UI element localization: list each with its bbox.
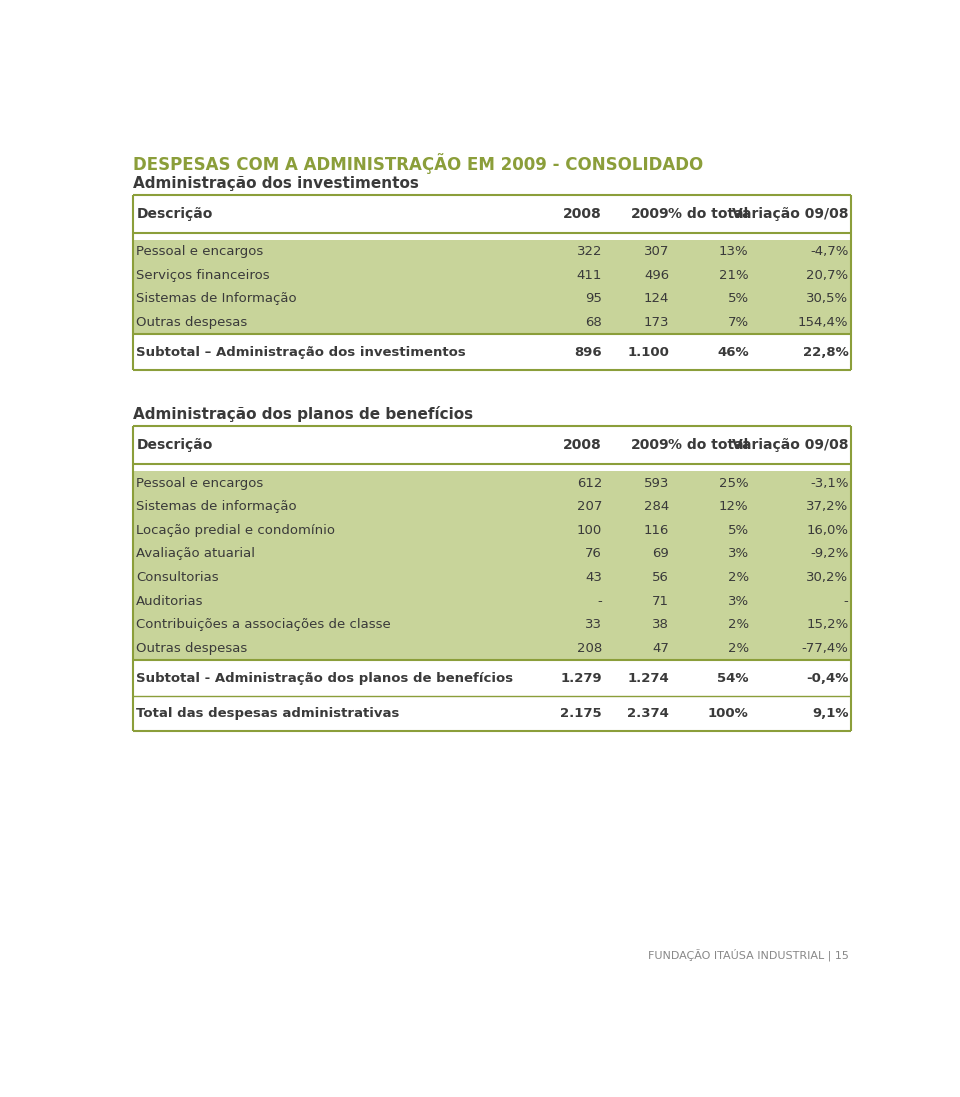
Text: 2009: 2009	[631, 207, 669, 220]
Text: 2.374: 2.374	[627, 708, 669, 720]
Bar	[133, 695, 851, 732]
Text: 33: 33	[585, 619, 602, 632]
Text: 56: 56	[652, 572, 669, 584]
Text: 896: 896	[574, 346, 602, 359]
Text: 2.175: 2.175	[561, 708, 602, 720]
Text: 208: 208	[577, 642, 602, 655]
Text: % do total: % do total	[668, 439, 749, 452]
Text: Avaliação atuarial: Avaliação atuarial	[136, 547, 255, 561]
Text: Administração dos planos de benefícios: Administração dos planos de benefícios	[133, 406, 473, 422]
Text: 1.279: 1.279	[561, 671, 602, 685]
Text: FUNDAÇÃO ITAÚSA INDUSTRIAL | 15: FUNDAÇÃO ITAÚSA INDUSTRIAL | 15	[647, 949, 849, 961]
Text: Pessoal e encargos: Pessoal e encargos	[136, 245, 264, 258]
Text: 20,7%: 20,7%	[806, 269, 849, 282]
Text: 1.274: 1.274	[627, 671, 669, 685]
Text: Administração dos investimentos: Administração dos investimentos	[133, 176, 420, 191]
Text: Variação 09/08: Variação 09/08	[732, 207, 849, 220]
Text: Contribuições a associações de classe: Contribuições a associações de classe	[136, 619, 391, 632]
Text: 13%: 13%	[719, 245, 749, 258]
Text: -0,4%: -0,4%	[806, 671, 849, 685]
Text: 207: 207	[577, 500, 602, 513]
Text: 2008: 2008	[564, 439, 602, 452]
Text: 95: 95	[586, 293, 602, 305]
Text: 154,4%: 154,4%	[798, 316, 849, 329]
Text: Pessoal e encargos: Pessoal e encargos	[136, 476, 264, 489]
Text: 322: 322	[577, 245, 602, 258]
Bar	[133, 660, 851, 695]
Text: Total das despesas administrativas: Total das despesas administrativas	[136, 708, 399, 720]
Text: 22,8%: 22,8%	[803, 346, 849, 359]
Text: 76: 76	[586, 547, 602, 561]
Text: Locação predial e condomínio: Locação predial e condomínio	[136, 524, 335, 536]
Text: 2%: 2%	[728, 572, 749, 584]
Text: Consultorias: Consultorias	[136, 572, 219, 584]
Text: 2008: 2008	[564, 207, 602, 220]
Text: 2%: 2%	[728, 642, 749, 655]
Text: 38: 38	[652, 619, 669, 632]
Text: 124: 124	[644, 293, 669, 305]
Text: Outras despesas: Outras despesas	[136, 316, 248, 329]
Text: 71: 71	[652, 595, 669, 608]
Text: 2009: 2009	[631, 439, 669, 452]
Text: 7%: 7%	[728, 316, 749, 329]
Text: Descrição: Descrição	[136, 207, 213, 220]
Text: 593: 593	[644, 476, 669, 489]
Text: Auditorias: Auditorias	[136, 595, 204, 608]
Text: 12%: 12%	[719, 500, 749, 513]
Text: 25%: 25%	[719, 476, 749, 489]
Bar	[133, 472, 851, 660]
Text: Subtotal – Administração dos investimentos: Subtotal – Administração dos investiment…	[136, 346, 467, 359]
Text: 173: 173	[643, 316, 669, 329]
Text: Sistemas de Informação: Sistemas de Informação	[136, 293, 297, 305]
Text: -77,4%: -77,4%	[802, 642, 849, 655]
Text: -9,2%: -9,2%	[810, 547, 849, 561]
Bar	[133, 240, 851, 335]
Text: % do total: % do total	[668, 207, 749, 220]
Text: -: -	[844, 595, 849, 608]
Text: 2%: 2%	[728, 619, 749, 632]
Text: 9,1%: 9,1%	[812, 708, 849, 720]
Text: 5%: 5%	[728, 524, 749, 536]
Text: 307: 307	[644, 245, 669, 258]
Text: 496: 496	[644, 269, 669, 282]
Text: 3%: 3%	[728, 595, 749, 608]
Text: 100%: 100%	[708, 708, 749, 720]
Text: Sistemas de informação: Sistemas de informação	[136, 500, 297, 513]
Text: Serviços financeiros: Serviços financeiros	[136, 269, 270, 282]
Bar	[133, 195, 851, 233]
Text: 21%: 21%	[719, 269, 749, 282]
Text: 411: 411	[577, 269, 602, 282]
Bar	[133, 233, 851, 240]
Text: 69: 69	[653, 547, 669, 561]
Text: 15,2%: 15,2%	[806, 619, 849, 632]
Text: 30,2%: 30,2%	[806, 572, 849, 584]
Text: 116: 116	[644, 524, 669, 536]
Text: Subtotal - Administração dos planos de benefícios: Subtotal - Administração dos planos de b…	[136, 671, 514, 685]
Text: -4,7%: -4,7%	[810, 245, 849, 258]
Text: 612: 612	[577, 476, 602, 489]
Text: 1.100: 1.100	[627, 346, 669, 359]
Text: DESPESAS COM A ADMINISTRAÇÃO EM 2009 - CONSOLIDADO: DESPESAS COM A ADMINISTRAÇÃO EM 2009 - C…	[133, 152, 704, 173]
Text: -: -	[597, 595, 602, 608]
Bar	[133, 427, 851, 464]
Text: 16,0%: 16,0%	[806, 524, 849, 536]
Text: 68: 68	[586, 316, 602, 329]
Text: 284: 284	[644, 500, 669, 513]
Text: 30,5%: 30,5%	[806, 293, 849, 305]
Text: 47: 47	[652, 642, 669, 655]
Text: 43: 43	[586, 572, 602, 584]
Text: 5%: 5%	[728, 293, 749, 305]
Text: 100: 100	[577, 524, 602, 536]
Text: Descrição: Descrição	[136, 439, 213, 452]
Text: Variação 09/08: Variação 09/08	[732, 439, 849, 452]
Text: 46%: 46%	[717, 346, 749, 359]
Bar	[133, 464, 851, 472]
Text: -3,1%: -3,1%	[810, 476, 849, 489]
Text: 54%: 54%	[717, 671, 749, 685]
Text: Outras despesas: Outras despesas	[136, 642, 248, 655]
Bar	[133, 335, 851, 370]
Text: 3%: 3%	[728, 547, 749, 561]
Text: 37,2%: 37,2%	[806, 500, 849, 513]
